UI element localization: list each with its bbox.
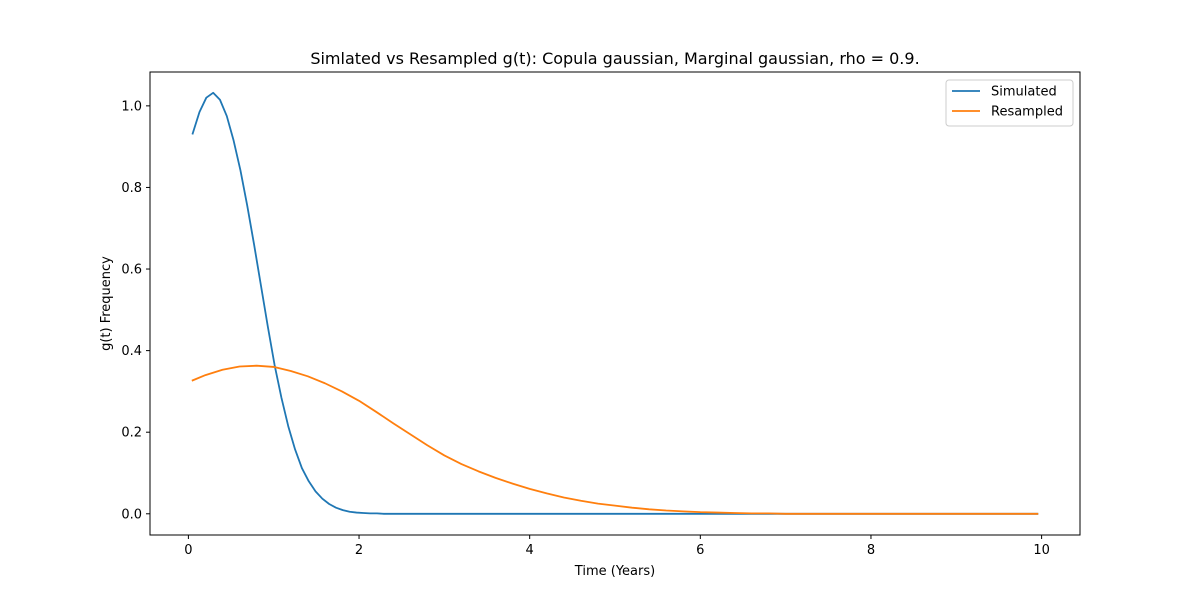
y-tick-label: 0.6	[121, 263, 142, 278]
y-tick-label: 0.0	[121, 507, 142, 522]
y-tick-label: 1.0	[121, 99, 142, 114]
legend-label-resampled: Resampled	[991, 105, 1063, 120]
x-tick-label: 2	[355, 543, 363, 558]
x-tick-label: 0	[184, 543, 192, 558]
series-line-resampled	[191, 364, 1039, 515]
legend-label-simulated: Simulated	[991, 85, 1057, 100]
series-line-simulated	[191, 91, 1039, 515]
x-tick-label: 8	[867, 543, 875, 558]
y-axis-label: g(t) Frequency	[99, 256, 114, 351]
plot-area	[191, 91, 1039, 515]
legend: Simulated Resampled	[945, 79, 1074, 127]
plot-frame	[149, 71, 1081, 536]
y-tick-label: 0.8	[121, 181, 142, 196]
x-tick-label: 6	[696, 543, 704, 558]
chart-title: Simlated vs Resampled g(t): Copula gauss…	[310, 49, 919, 68]
y-tick-label: 0.2	[121, 426, 142, 441]
y-axis: 0.0 0.2 0.4 0.6 0.8 1.0	[121, 99, 150, 522]
x-axis: 0 2 4 6 8 10	[184, 535, 1050, 558]
y-tick-label: 0.4	[121, 344, 142, 359]
x-tick-label: 4	[526, 543, 534, 558]
x-tick-label: 10	[1033, 543, 1050, 558]
x-axis-label: Time (Years)	[574, 564, 655, 579]
